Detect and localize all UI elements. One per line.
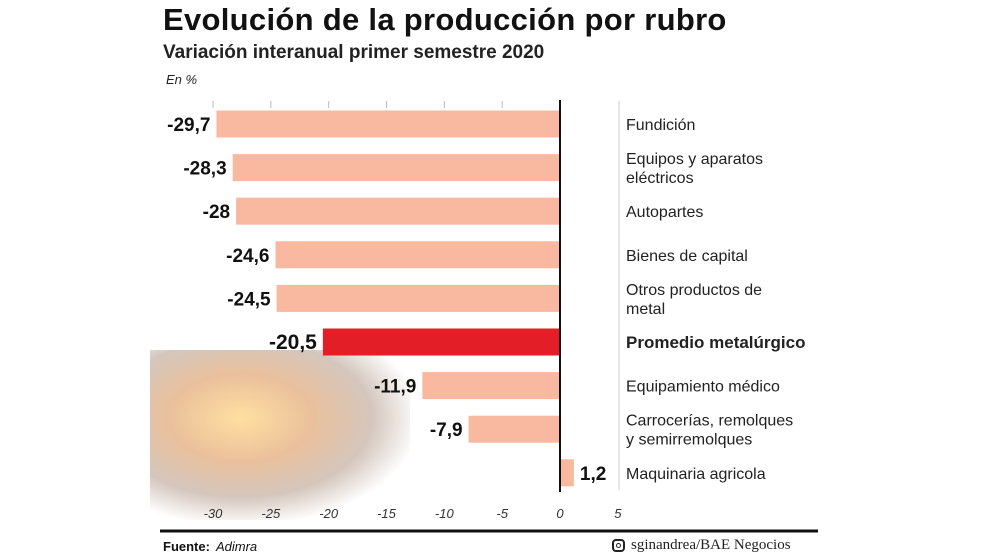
- source-value: Adimra: [215, 539, 258, 554]
- unit-label: En %: [166, 72, 198, 87]
- credit-text: sginandrea/BAE Negocios: [631, 537, 791, 553]
- value-label: -20,5: [269, 331, 317, 354]
- value-label: -28,3: [183, 159, 226, 180]
- credit: sginandrea/BAE Negocios: [612, 537, 791, 554]
- bar: [422, 372, 560, 400]
- x-tick-label: -15: [377, 506, 397, 521]
- bar: [322, 328, 560, 356]
- bar: [560, 459, 574, 487]
- bar: [275, 241, 560, 269]
- value-label: 1,2: [580, 464, 606, 485]
- category-label: Otros productos de: [626, 282, 762, 299]
- bar: [468, 415, 560, 443]
- bar: [232, 154, 560, 182]
- source-label: Fuente:: [163, 539, 210, 554]
- value-label: -28: [203, 202, 230, 223]
- value-label: -7,9: [430, 420, 463, 441]
- category-label: Carrocerías, remolques: [626, 413, 793, 430]
- category-label: y semirremolques: [626, 432, 752, 449]
- chart-subtitle: Variación interanual primer semestre 202…: [163, 42, 545, 63]
- category-label: Autopartes: [626, 204, 703, 221]
- x-tick-label: -30: [204, 506, 224, 521]
- category-label: eléctricos: [626, 170, 694, 187]
- source: Fuente: Adimra: [163, 539, 257, 554]
- category-label: Bienes de capital: [626, 248, 748, 265]
- x-tick-label: 5: [614, 506, 622, 521]
- chart-title: Evolución de la producción por rubro: [163, 2, 727, 37]
- category-label: Equipos y aparatos: [626, 151, 763, 168]
- category-label: metal: [626, 301, 665, 318]
- x-tick-label: 0: [556, 506, 564, 521]
- bar: [216, 110, 560, 138]
- x-tick-label: -5: [496, 506, 508, 521]
- category-label: Promedio metalúrgico: [626, 333, 805, 352]
- bar: [236, 197, 560, 225]
- value-label: -24,5: [227, 289, 271, 310]
- category-label: Equipamiento médico: [626, 379, 780, 396]
- x-tick-label: -25: [261, 506, 281, 521]
- instagram-icon: [612, 539, 625, 552]
- value-label: -29,7: [167, 115, 210, 136]
- value-label: -24,6: [226, 246, 269, 267]
- category-label: Maquinaria agricola: [626, 466, 766, 483]
- x-tick-label: -10: [435, 506, 455, 521]
- bar: [276, 284, 560, 312]
- x-tick-label: -20: [319, 506, 339, 521]
- value-label: -11,9: [374, 377, 416, 398]
- background-photo: [150, 350, 410, 520]
- category-label: Fundición: [626, 117, 695, 134]
